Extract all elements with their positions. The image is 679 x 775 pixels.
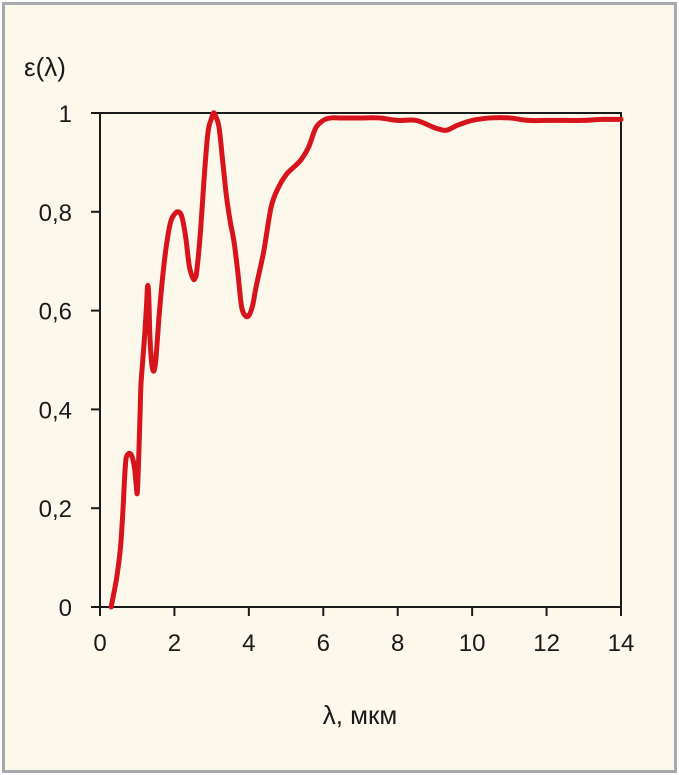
- y-tick-label: 1: [59, 101, 72, 128]
- x-axis-label: λ, мкм: [323, 700, 398, 730]
- x-axis-ticks: 0 2 4 6 8 10 12 14: [93, 607, 634, 657]
- y-tick-label: 0: [59, 595, 72, 622]
- x-tick-label: 4: [242, 630, 255, 657]
- x-tick-label: 0: [93, 630, 106, 657]
- y-tick-label: 0,6: [39, 299, 72, 326]
- y-axis-ticks: 0 0,2 0,4 0,6 0,8 1: [39, 101, 100, 622]
- x-tick-label: 14: [608, 630, 635, 657]
- plot-area-border: [99, 112, 622, 608]
- x-tick-label: 12: [533, 630, 560, 657]
- axes: [99, 112, 622, 608]
- x-tick-label: 8: [391, 630, 404, 657]
- x-tick-label: 10: [459, 630, 486, 657]
- y-axis-label: ε(λ): [24, 52, 66, 82]
- series-group: [108, 110, 624, 610]
- x-tick-label: 6: [317, 630, 330, 657]
- y-tick-label: 0,4: [39, 397, 72, 424]
- series-line: [108, 110, 624, 610]
- x-tick-label: 2: [168, 630, 181, 657]
- y-tick-label: 0,8: [39, 200, 72, 227]
- y-tick-label: 0,2: [39, 496, 72, 523]
